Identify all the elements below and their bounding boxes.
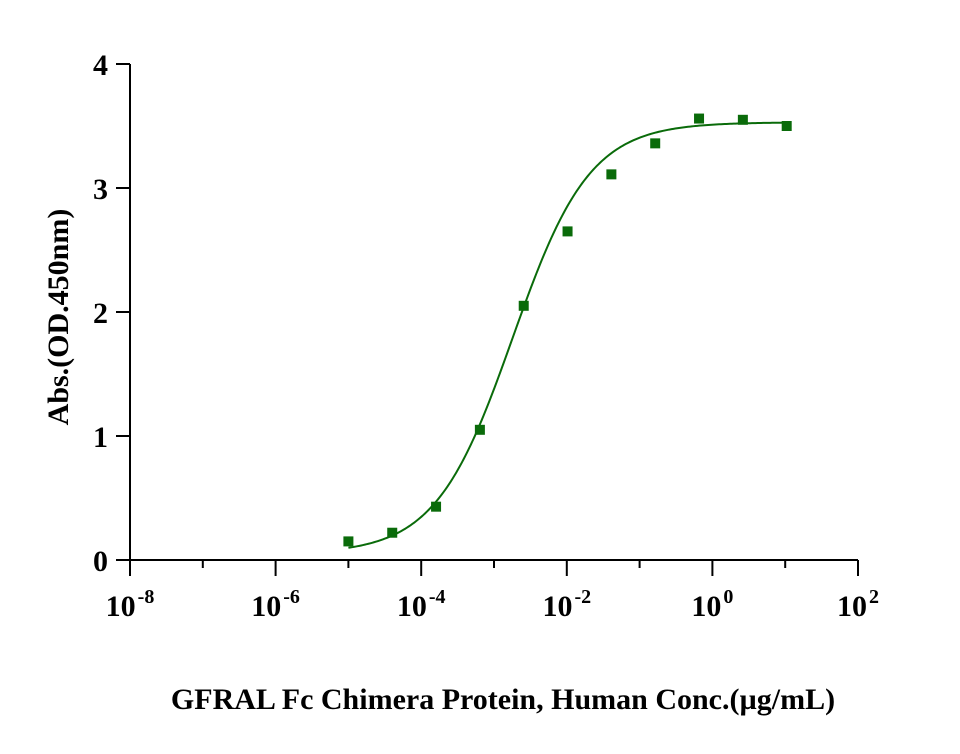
x-tick-label: 10 -4: [397, 586, 446, 623]
y-tick-label: 1: [93, 421, 108, 454]
fit-curve-layer: [348, 121, 787, 549]
y-tick-label: 3: [93, 173, 108, 206]
x-tick-label: 10 0: [691, 586, 733, 623]
data-point: [431, 501, 442, 512]
x-tick-label: 10 -6: [251, 586, 300, 623]
data-point: [781, 121, 792, 131]
data-point: [606, 169, 617, 180]
x-tick-label: 10 -2: [542, 586, 591, 623]
data-point: [737, 114, 748, 125]
data-point: [518, 300, 529, 311]
tick-labels-layer: 0 1 2 3 4 10 -8 10 -6 10 -4 10 -2 10 0 10 2: [93, 49, 879, 623]
y-tick-label: 0: [93, 545, 108, 578]
data-point: [650, 138, 661, 149]
x-tick-label: 10 -8: [106, 586, 155, 623]
y-axis-label: Abs.(OD.450nm): [42, 209, 75, 426]
x-tick-label: 10 2: [837, 586, 879, 623]
data-point: [343, 536, 354, 547]
data-point: [387, 527, 398, 538]
y-tick-label: 2: [93, 297, 108, 330]
data-points-layer: [343, 113, 792, 547]
fit-curve: [348, 121, 787, 549]
axes: [116, 63, 859, 576]
y-tick-label: 4: [93, 49, 108, 82]
data-point: [474, 424, 485, 435]
data-point: [562, 226, 573, 237]
data-point: [694, 113, 705, 124]
x-axis-label: GFRAL Fc Chimera Protein, Human Conc.(µg…: [171, 683, 835, 716]
